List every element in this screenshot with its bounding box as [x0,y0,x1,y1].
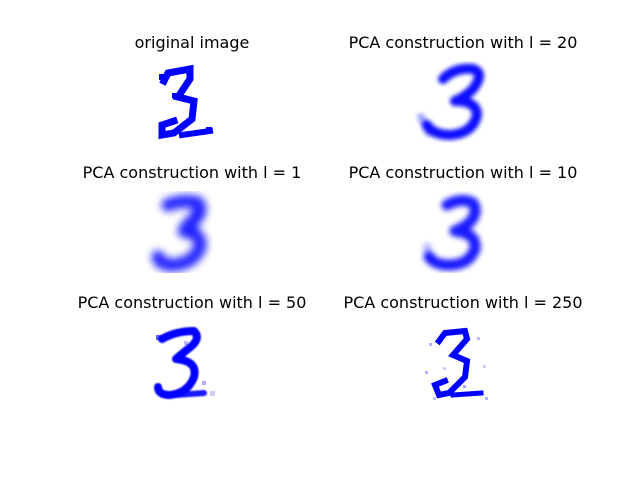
panel-pca-l-20: PCA construction with l = 20 [343,33,583,143]
reconstruction-noise [156,335,215,396]
panel-title: PCA construction with l = 1 [82,163,302,182]
panel-title: PCA construction with l = 20 [348,33,578,52]
digit-stroke [431,327,484,399]
digit-stroke [423,194,481,271]
panel-title: PCA construction with l = 50 [77,293,307,312]
digit-image [154,327,215,399]
digit-image [423,194,481,271]
panel-original: original image [72,33,312,143]
panel-pca-l-50: PCA construction with l = 50 [72,293,312,403]
digit-stroke [417,63,484,140]
digit-image [158,64,214,140]
digit-stroke [158,64,214,140]
pixel-specks [159,74,212,133]
panel-title: PCA construction with l = 10 [348,163,578,182]
panel-title: PCA construction with l = 250 [343,293,583,312]
panel-title: original image [134,33,250,52]
panel-pca-l-10: PCA construction with l = 10 [343,163,583,273]
digit-image [151,194,207,272]
reconstruction-noise [425,337,488,400]
digit-image [417,63,484,140]
digit-stroke [151,194,207,272]
panel-pca-l-250: PCA construction with l = 250 [343,293,583,403]
digit-image [425,327,488,400]
digit-stroke [154,327,207,399]
panel-pca-l-1: PCA construction with l = 1 [72,163,312,273]
